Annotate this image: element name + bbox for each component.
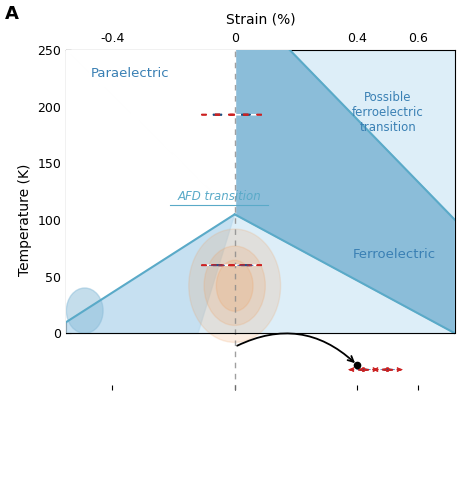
Ellipse shape	[189, 229, 281, 342]
Ellipse shape	[204, 246, 265, 326]
Polygon shape	[66, 334, 455, 390]
Polygon shape	[66, 50, 235, 322]
Text: Ferroelectric: Ferroelectric	[352, 248, 436, 260]
Ellipse shape	[66, 288, 103, 334]
Text: A: A	[5, 5, 18, 23]
Polygon shape	[66, 50, 455, 334]
Text: AFD transition: AFD transition	[177, 190, 261, 203]
X-axis label: Strain (%): Strain (%)	[226, 13, 295, 27]
Polygon shape	[66, 214, 235, 334]
Polygon shape	[66, 50, 235, 322]
Text: Possible
ferroelectric
transition: Possible ferroelectric transition	[352, 91, 424, 134]
Y-axis label: Temperature (K): Temperature (K)	[18, 164, 32, 276]
Polygon shape	[290, 50, 455, 220]
Polygon shape	[235, 50, 455, 334]
Polygon shape	[66, 50, 235, 214]
Text: Paraelectric: Paraelectric	[91, 67, 170, 80]
Ellipse shape	[216, 260, 253, 311]
